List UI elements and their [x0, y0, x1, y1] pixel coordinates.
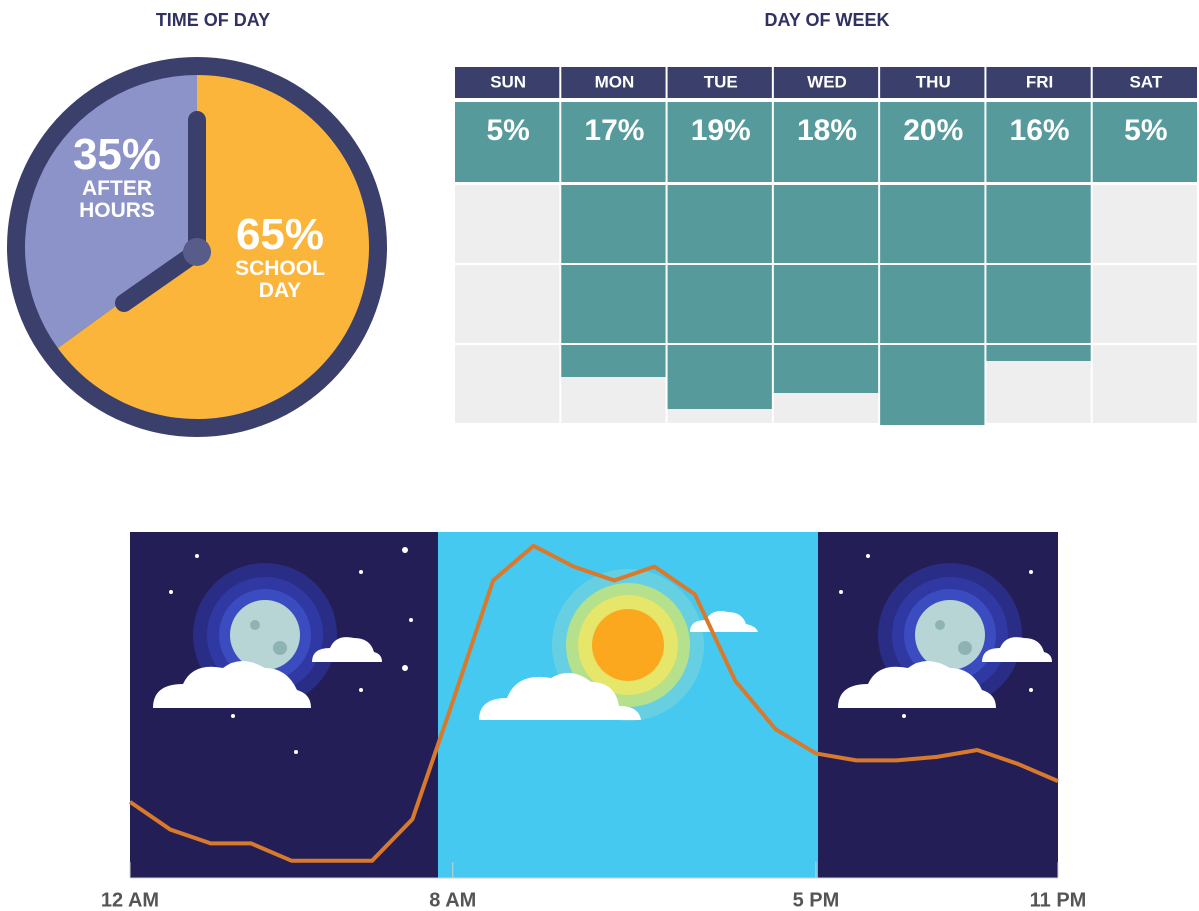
grid-cell: [455, 185, 559, 263]
value-label: 5%: [486, 114, 529, 147]
bar-title: DAY OF WEEK: [764, 10, 889, 30]
day-label: FRI: [1026, 72, 1053, 91]
pie-value-label: 35%: [67, 132, 167, 178]
pie-category-label: SCHOOL DAY: [220, 258, 340, 302]
bar: [986, 185, 1090, 361]
pie-title: TIME OF DAY: [156, 10, 270, 30]
bar: [880, 185, 984, 425]
day-label: SAT: [1129, 72, 1162, 91]
grid-cell: [1093, 345, 1197, 423]
pie-label: 35%AFTER HOURS: [67, 132, 167, 222]
grid-cell: [455, 265, 559, 343]
day-label: TUE: [704, 72, 738, 91]
bar: [668, 185, 772, 409]
grid-cell: [455, 345, 559, 423]
day-label: MON: [595, 72, 635, 91]
bar: [774, 185, 878, 393]
day-label: WED: [807, 72, 847, 91]
scenery: [130, 532, 1058, 878]
value-label: 18%: [797, 114, 857, 147]
pie-label: 65%SCHOOL DAY: [220, 212, 340, 302]
pie-value-label: 65%: [220, 212, 340, 258]
x-tick-label: 8 AM: [429, 889, 476, 911]
page: {"chart_data": [ {"type": "pie", "title"…: [0, 0, 1199, 911]
value-label: 17%: [584, 114, 644, 147]
x-tick-label: 12 AM: [101, 889, 159, 911]
value-label: 19%: [691, 114, 751, 147]
value-label: 5%: [1124, 114, 1167, 147]
x-tick-label: 5 PM: [793, 889, 840, 911]
day-label: THU: [916, 72, 951, 91]
week-table: SUN 5% MON 17% TUE 19% WED 18% THU 20% FRI 16% SAT 5%: [455, 67, 1199, 425]
grid-cell: [1093, 185, 1197, 263]
value-label: 16%: [1010, 114, 1070, 147]
day-label: SUN: [490, 72, 526, 91]
pie-category-label: AFTER HOURS: [67, 178, 167, 222]
chart: TIME OF DAY DAY OF WEEK SUN 5% MON 17% TUE 19…: [0, 0, 1199, 911]
value-label: 20%: [903, 114, 963, 147]
bar: [561, 185, 665, 377]
grid-cell: [1093, 265, 1197, 343]
x-tick-label: 11 PM: [1030, 889, 1087, 911]
